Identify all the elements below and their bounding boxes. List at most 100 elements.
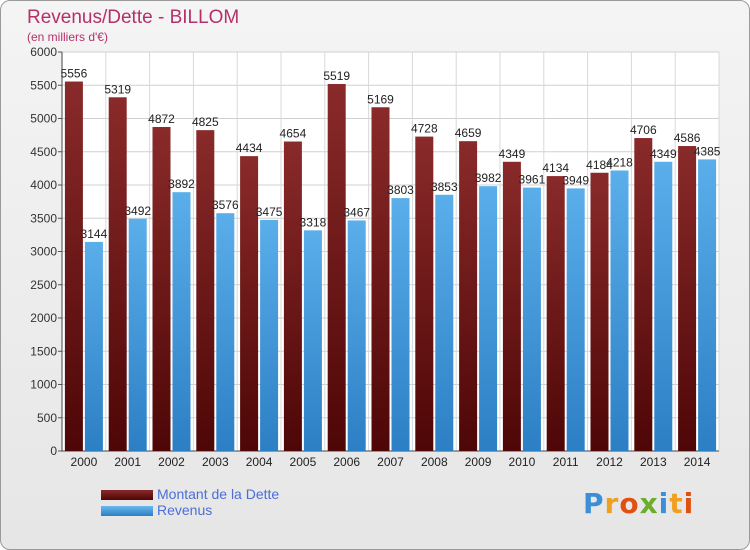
bar-debt — [678, 146, 697, 451]
x-tick-label: 2007 — [377, 455, 404, 469]
x-tick-label: 2001 — [114, 455, 141, 469]
x-tick-label: 2006 — [333, 455, 360, 469]
bar-revenue — [435, 194, 454, 451]
x-tick-label: 2005 — [290, 455, 317, 469]
bar-revenue — [654, 161, 673, 451]
bar-debt — [283, 141, 302, 451]
data-label-revenue: 3982 — [475, 171, 502, 185]
bar-revenue — [610, 170, 629, 452]
data-label-revenue: 3892 — [168, 177, 195, 191]
data-label-debt: 4706 — [630, 123, 657, 137]
data-label-revenue: 3475 — [256, 205, 283, 219]
data-label-debt: 4434 — [236, 141, 263, 155]
bar-revenue — [566, 188, 585, 452]
legend-label-debt: Montant de la Dette — [157, 486, 280, 502]
x-tick-label: 2003 — [202, 455, 229, 469]
y-tick-label: 2500 — [30, 278, 57, 292]
data-label-revenue: 3144 — [81, 227, 108, 241]
bar-revenue — [391, 198, 410, 451]
x-tick-label: 2008 — [421, 455, 448, 469]
x-tick-label: 2014 — [684, 455, 711, 469]
y-tick-label: 0 — [50, 444, 57, 458]
logo-letter: x — [639, 487, 659, 520]
legend-swatch-debt — [101, 490, 153, 500]
data-label-debt: 5556 — [61, 67, 88, 81]
data-label-revenue: 3576 — [212, 198, 239, 212]
logo-letter: P — [583, 487, 605, 520]
data-label-debt: 5319 — [104, 82, 131, 96]
data-label-debt: 4134 — [542, 161, 569, 175]
y-tick-label: 5500 — [30, 78, 57, 92]
data-label-debt: 4586 — [674, 131, 701, 145]
data-label-revenue: 4349 — [650, 147, 677, 161]
data-label-revenue: 4385 — [694, 144, 721, 158]
bar-debt — [327, 83, 346, 451]
logo-letter: i — [658, 487, 670, 520]
data-label-debt: 4349 — [499, 147, 526, 161]
bar-revenue — [260, 219, 279, 451]
y-tick-label: 500 — [37, 411, 57, 425]
bar-debt — [64, 81, 83, 451]
logo-letter: t — [669, 487, 684, 520]
bar-revenue — [216, 213, 235, 451]
x-tick-label: 2009 — [465, 455, 492, 469]
bar-debt — [240, 156, 259, 451]
bar-debt — [590, 172, 609, 451]
data-label-revenue: 3492 — [124, 204, 151, 218]
proxiti-logo: Proxiti — [583, 487, 694, 520]
bar-debt — [196, 130, 215, 451]
data-label-debt: 4872 — [148, 112, 175, 126]
bar-debt — [459, 141, 478, 451]
bar-revenue — [522, 187, 541, 451]
data-label-debt: 5169 — [367, 92, 394, 106]
data-label-revenue: 3467 — [343, 205, 370, 219]
x-tick-label: 2002 — [158, 455, 185, 469]
bar-revenue — [303, 230, 322, 451]
data-label-revenue: 3853 — [431, 180, 458, 194]
y-tick-label: 4000 — [30, 178, 57, 192]
data-label-revenue: 3803 — [387, 183, 414, 197]
legend-label-revenue: Revenus — [157, 502, 213, 518]
bar-revenue — [128, 218, 147, 451]
bar-debt — [546, 176, 565, 452]
logo-letter: r — [604, 487, 620, 520]
bar-revenue — [172, 192, 191, 451]
x-tick-label: 2004 — [246, 455, 273, 469]
bar-debt — [634, 138, 653, 451]
logo-letter: i — [683, 487, 695, 520]
y-tick-label: 6000 — [30, 45, 57, 59]
x-tick-label: 2010 — [509, 455, 536, 469]
y-tick-label: 2000 — [30, 311, 57, 325]
data-label-debt: 4184 — [586, 158, 613, 172]
data-label-debt: 5519 — [323, 69, 350, 83]
bar-debt — [415, 136, 434, 451]
data-label-revenue: 3961 — [519, 173, 546, 187]
labels-layer: 0 500 1000 1500 2000 2500 3000 3500 4000 4500 5000… — [30, 45, 720, 469]
x-tick-label: 2013 — [640, 455, 667, 469]
chart-subtitle: (en milliers d'€) — [27, 30, 108, 44]
bar-debt — [108, 97, 127, 451]
bar-revenue — [84, 241, 103, 451]
y-tick-label: 3000 — [30, 245, 57, 259]
data-label-debt: 4825 — [192, 115, 219, 129]
x-tick-label: 2011 — [553, 455, 579, 469]
chart-title: Revenus/Dette - BILLOM — [27, 7, 240, 28]
bar-revenue — [479, 186, 498, 451]
bar-revenue — [347, 220, 366, 451]
data-label-revenue: 4218 — [606, 156, 633, 170]
grid-layer — [58, 51, 720, 452]
bar-debt — [502, 161, 521, 451]
bars-layer — [64, 81, 717, 452]
x-tick-label: 2012 — [596, 455, 623, 469]
data-label-debt: 4659 — [455, 126, 482, 140]
y-tick-label: 4500 — [30, 145, 57, 159]
bar-debt — [371, 107, 390, 451]
y-tick-label: 3500 — [30, 211, 57, 225]
bar-debt — [152, 127, 171, 452]
legend-swatch-revenue — [101, 506, 153, 516]
x-tick-label: 2000 — [71, 455, 98, 469]
data-label-revenue: 3318 — [300, 215, 327, 229]
bar-revenue — [698, 159, 717, 451]
